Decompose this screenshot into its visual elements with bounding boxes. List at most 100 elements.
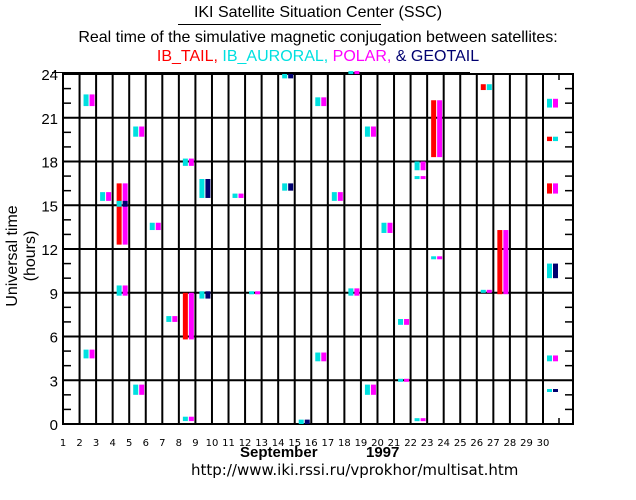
event-bar-ib-auroral: [133, 384, 139, 395]
event-bar-polar: [89, 94, 95, 107]
x-tick-label: 21: [388, 438, 401, 449]
event-bar-ib-tail: [182, 292, 188, 340]
event-bar-geotail: [205, 179, 211, 198]
x-tick-label: 6: [143, 438, 149, 449]
event-bar-ib-tail: [431, 100, 437, 158]
y-tick-label: 15: [41, 198, 58, 215]
event-bar-polar: [370, 126, 376, 137]
event-bar-ib-auroral: [315, 97, 321, 107]
event-bar-polar: [437, 100, 443, 158]
event-bar-polar: [503, 230, 509, 295]
event-bar-geotail: [205, 291, 211, 299]
legend-polar: POLAR,: [328, 48, 392, 65]
x-tick-label: 12: [239, 438, 252, 449]
event-bar-ib-auroral: [414, 418, 420, 422]
event-bar-polar: [370, 384, 376, 395]
event-bar-polar: [89, 349, 95, 359]
event-bar-ib-auroral: [116, 285, 122, 296]
event-bar-ib-auroral: [547, 389, 552, 392]
x-tick-label: 15: [288, 438, 301, 449]
event-bar-ib-auroral: [133, 126, 139, 137]
event-bar-ib-auroral: [83, 349, 89, 359]
event-bar-ib-auroral: [232, 193, 238, 198]
event-bar-geotail: [304, 419, 310, 424]
event-bar-polar: [404, 378, 410, 382]
event-bar-polar: [172, 316, 178, 322]
event-bar-polar: [387, 222, 393, 233]
event-bar-ib-auroral: [547, 355, 552, 362]
x-tick-label: 10: [206, 438, 219, 449]
event-bar-ib-auroral: [298, 419, 304, 424]
x-tick-label: 7: [159, 438, 165, 449]
event-bar-polar: [354, 288, 360, 296]
event-bar-ib-auroral: [331, 192, 337, 201]
event-bar-polar: [420, 161, 426, 171]
y-tick-label: 24: [41, 67, 58, 84]
legend-ib-auroral: IB_AURORAL,: [217, 48, 329, 65]
event-bar-polar: [188, 292, 194, 340]
header-divider: [52, 72, 470, 73]
x-tick-label: 24: [437, 438, 450, 449]
source-url[interactable]: http://www.iki.rssi.ru/vprokhor/multisat…: [191, 461, 519, 479]
event-bar-ib-tail: [547, 183, 552, 194]
x-tick-label: 25: [454, 438, 467, 449]
event-bar-ib-tail: [480, 84, 486, 91]
y-tick-label: 21: [41, 111, 58, 128]
event-bar-ib-auroral: [249, 291, 255, 295]
x-tick-label: 28: [504, 438, 517, 449]
chart-subtitle: Real time of the simulative magnetic con…: [78, 29, 558, 46]
x-axis-month: September: [240, 444, 318, 461]
event-bar-polar: [139, 126, 145, 137]
x-tick-label: 26: [470, 438, 483, 449]
x-tick-label: 22: [404, 438, 417, 449]
event-bar-ib-auroral: [100, 192, 106, 201]
legend: IB_TAIL, IB_AURORAL, POLAR, & GEOTAIL: [0, 48, 636, 66]
event-bar-ib-auroral: [553, 136, 558, 142]
event-bar-ib-auroral: [414, 176, 420, 180]
event-bar-polar: [155, 222, 161, 231]
event-bar-ib-tail: [547, 136, 552, 142]
x-axis-year: 1997: [366, 444, 400, 461]
y-tick-label: 3: [50, 373, 58, 390]
event-bar-geotail: [553, 263, 558, 279]
event-bar-polar: [106, 192, 112, 201]
x-tick-label: 23: [421, 438, 434, 449]
event-bar-ib-auroral: [182, 416, 188, 422]
event-bar-ib-tail: [497, 230, 503, 295]
event-bar-ib-auroral: [182, 158, 188, 166]
x-tick-label: 1: [60, 438, 66, 449]
event-bar-ib-auroral: [348, 71, 354, 75]
event-bar-polar: [139, 384, 145, 395]
event-bar-ib-auroral: [116, 200, 122, 207]
x-tick-label: 11: [222, 438, 235, 449]
event-bar-ib-auroral: [315, 352, 321, 362]
event-bar-ib-auroral: [398, 319, 404, 325]
event-bar-ib-auroral: [199, 179, 205, 198]
event-bar-polar: [122, 183, 128, 245]
event-bar-geotail: [288, 183, 294, 191]
event-bar-polar: [553, 98, 558, 108]
event-bar-polar: [486, 289, 492, 293]
y-tick-label: 9: [50, 286, 58, 303]
event-bar-geotail: [288, 74, 294, 79]
x-tick-label: 27: [487, 438, 500, 449]
event-bar-polar: [188, 158, 194, 166]
event-bar-polar: [437, 256, 443, 260]
event-bar-polar: [404, 319, 410, 325]
event-bar-polar: [420, 176, 426, 180]
event-bar-geotail: [553, 389, 558, 392]
x-tick-label: 5: [126, 438, 132, 449]
event-bar-ib-auroral: [364, 384, 370, 395]
x-tick-label: 3: [93, 438, 99, 449]
x-tick-label: 30: [537, 438, 550, 449]
event-bar-polar: [420, 418, 426, 422]
x-tick-label: 2: [76, 438, 82, 449]
x-tick-label: 13: [255, 438, 268, 449]
event-bar-ib-auroral: [149, 222, 155, 231]
event-bar-ib-auroral: [414, 161, 420, 171]
x-tick-label: 16: [305, 438, 318, 449]
event-bar-ib-auroral: [398, 378, 404, 382]
x-tick-label: 19: [355, 438, 368, 449]
x-tick-label: 29: [520, 438, 533, 449]
